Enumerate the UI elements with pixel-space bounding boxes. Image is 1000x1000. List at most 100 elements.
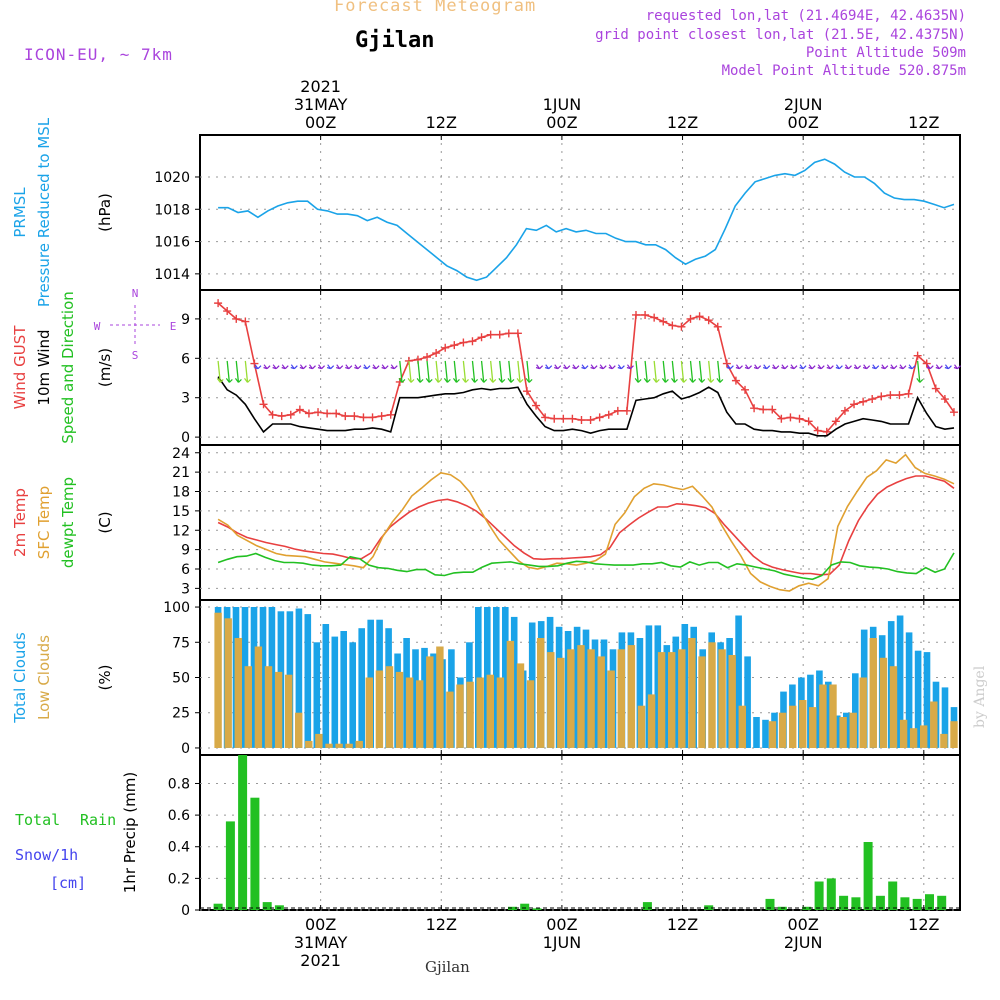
panel-label-pressure: PRMSL bbox=[11, 187, 29, 238]
bar bbox=[355, 740, 363, 748]
bottom-time-label: 31MAY bbox=[294, 933, 348, 952]
wind-arrow-head bbox=[835, 364, 843, 370]
bar bbox=[262, 902, 272, 910]
bar bbox=[416, 680, 424, 748]
bottom-time-label: 12Z bbox=[667, 915, 698, 934]
bar bbox=[889, 666, 898, 748]
bar bbox=[647, 694, 656, 748]
wind-arrow-head bbox=[416, 378, 424, 383]
top-time-label: 00Z bbox=[305, 113, 336, 132]
gust-marker bbox=[895, 391, 904, 400]
gust-marker bbox=[268, 410, 277, 419]
bar bbox=[516, 663, 525, 748]
gust-marker bbox=[850, 400, 859, 409]
wind-arrow-head bbox=[489, 378, 497, 383]
gust-marker bbox=[586, 416, 595, 425]
bar bbox=[799, 700, 807, 748]
wind-arrow-head bbox=[309, 364, 316, 370]
y-tick-label: 0.2 bbox=[168, 871, 190, 887]
gust-marker bbox=[568, 414, 577, 423]
y-tick-label: 25 bbox=[172, 706, 190, 722]
wind-arrow-head bbox=[336, 364, 344, 370]
wind-arrow-head bbox=[781, 364, 789, 370]
wind-direction-arrow bbox=[399, 360, 403, 383]
app-title: Forecast Meteogram bbox=[334, 0, 537, 16]
bar bbox=[466, 681, 474, 748]
gust-marker bbox=[223, 307, 232, 316]
bar bbox=[900, 897, 910, 910]
top-time-label: 12Z bbox=[426, 113, 457, 132]
wind-arrow-head bbox=[536, 364, 544, 370]
panel-label-pressure: Pressure Reduced to MSL bbox=[35, 117, 53, 307]
wind-direction-arrow bbox=[644, 360, 648, 383]
bar bbox=[637, 705, 646, 748]
gust-marker bbox=[595, 413, 604, 422]
panel-frame bbox=[199, 444, 961, 601]
model-altitude: Model Point Altitude 520.875m bbox=[721, 63, 966, 79]
bar bbox=[617, 649, 625, 748]
bar bbox=[930, 701, 938, 748]
bar bbox=[476, 677, 484, 748]
wind-arrow-head bbox=[525, 378, 533, 383]
wind-arrow-head bbox=[634, 378, 642, 383]
bar bbox=[851, 897, 861, 910]
gust-marker bbox=[214, 299, 223, 308]
gust-marker bbox=[423, 352, 432, 361]
bar bbox=[214, 612, 222, 748]
bar bbox=[365, 677, 373, 748]
gust-marker bbox=[940, 395, 949, 404]
wind-arrow-head bbox=[935, 364, 943, 370]
wind-arrow-head bbox=[872, 364, 880, 370]
wind-arrow-head bbox=[272, 364, 280, 370]
unit-label-wind: (m/s) bbox=[96, 348, 114, 387]
bottom-time-label: 12Z bbox=[908, 915, 939, 934]
gust-marker bbox=[840, 406, 849, 415]
bar bbox=[645, 625, 653, 748]
wind-arrow-head bbox=[554, 364, 562, 370]
gust-marker bbox=[741, 385, 750, 394]
wind-direction-arrow bbox=[235, 360, 240, 383]
bar bbox=[405, 677, 414, 748]
gust-marker bbox=[550, 414, 559, 423]
wind-direction-arrow bbox=[653, 360, 657, 383]
bar bbox=[295, 712, 303, 748]
wind-arrow-head bbox=[790, 364, 798, 370]
y-tick-label: 0.6 bbox=[168, 808, 190, 824]
bar bbox=[738, 705, 746, 748]
gust-marker bbox=[677, 322, 686, 331]
panel-label-temp: dewpt Temp bbox=[59, 477, 77, 568]
wind-arrow-head bbox=[652, 378, 660, 383]
gust-marker bbox=[931, 384, 940, 393]
bar bbox=[238, 755, 248, 910]
bar bbox=[744, 656, 751, 748]
bottom-time-label: 00Z bbox=[305, 915, 336, 934]
gust-marker bbox=[731, 376, 740, 385]
y-tick-label: 1014 bbox=[154, 267, 190, 283]
gust-marker bbox=[886, 391, 895, 400]
gust-marker bbox=[868, 395, 877, 404]
series-line bbox=[217, 302, 955, 433]
wind-arrow-head bbox=[863, 364, 871, 370]
wind-arrow-head bbox=[498, 378, 506, 383]
y-tick-label: 1020 bbox=[154, 170, 190, 186]
wind-arrow-head bbox=[299, 364, 307, 370]
bar bbox=[254, 646, 263, 748]
precip-rain-label: Rain bbox=[80, 811, 116, 829]
top-time-label: 2021 bbox=[300, 77, 341, 96]
wind-arrow-head bbox=[661, 378, 669, 383]
gust-marker bbox=[822, 427, 831, 436]
bar bbox=[224, 618, 232, 748]
wind-arrow-head bbox=[754, 364, 762, 370]
bar bbox=[250, 797, 260, 910]
wind-arrow-head bbox=[462, 378, 469, 383]
wind-arrow-head bbox=[407, 378, 415, 383]
bar bbox=[375, 670, 384, 748]
panel-label-wind: 10m Wind bbox=[35, 329, 53, 405]
wind-arrow-head bbox=[799, 364, 807, 370]
wind-direction-arrow bbox=[671, 360, 676, 383]
bar bbox=[395, 671, 404, 748]
wind-arrow-head bbox=[954, 364, 961, 370]
wind-arrow-head bbox=[643, 378, 651, 383]
precip-cm-label: [cm] bbox=[50, 874, 86, 892]
gust-marker bbox=[904, 389, 913, 398]
